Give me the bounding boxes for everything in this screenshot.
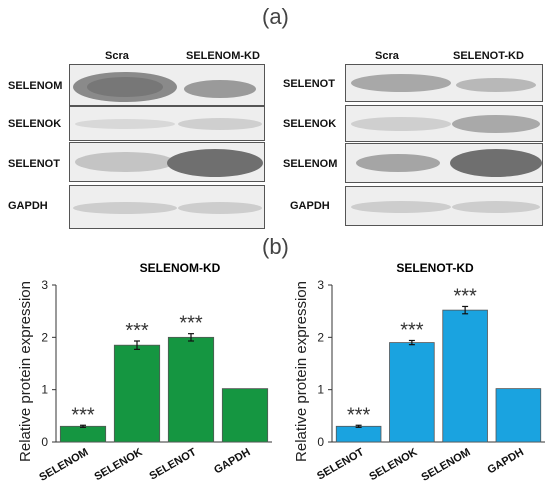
blot2-row-label-1: SELENOT [283, 78, 335, 90]
blot2-col-scra: Scra [375, 50, 399, 62]
panel-b-label: (b) [262, 234, 289, 259]
chart1-ytick-label-2: 2 [41, 330, 48, 344]
blot1-lane-row-2 [69, 106, 265, 141]
chart2-category-label-2: SELENOM [420, 446, 473, 484]
blot1-lane-row-1 [69, 64, 265, 106]
chart2-bar-selenom [442, 309, 488, 443]
chart2-significance-2: *** [453, 285, 477, 307]
chart2-ytick-label-0: 0 [317, 435, 324, 449]
chart1-title: SELENOM-KD [140, 261, 221, 275]
blot2-lane-row-4 [345, 186, 543, 226]
chart2-y-axis-label: Relative protein expression [293, 281, 310, 462]
panel-a-label: (a) [262, 4, 289, 29]
chart2-ytick-label-1: 1 [317, 383, 324, 397]
blot1-row-label-2: SELENOK [8, 118, 62, 130]
blot1-row-label-4: GAPDH [8, 200, 48, 212]
chart2-significance-0: *** [347, 404, 371, 426]
chart1-category-label-0: SELENOM [37, 446, 90, 484]
chart2-significance-1: *** [400, 319, 424, 341]
chart1-ytick-label-1: 1 [41, 383, 48, 397]
blot2-row-label-4: GAPDH [290, 200, 330, 212]
blot1-row-label-1: SELENOM [8, 80, 63, 92]
chart2-bar-selenot [335, 425, 382, 443]
blot2-lane-row-3 [345, 143, 543, 183]
chart1-ytick-label-3: 3 [41, 278, 48, 292]
chart1-significance-1: *** [125, 320, 149, 342]
chart1-y-axis-label: Relative protein expression [17, 281, 34, 462]
chart1-category-label-2: SELENOT [148, 446, 199, 483]
blot2-lane-row-2 [345, 105, 543, 142]
chart1-ytick-label-0: 0 [41, 435, 48, 449]
chart1-significance-0: *** [71, 404, 95, 426]
chart2-bar-selenok [389, 342, 435, 443]
chart2-ytick-label-2: 2 [317, 330, 324, 344]
chart1-bar-gapdh [221, 388, 269, 443]
blot1-row-label-3: SELENOT [8, 158, 60, 170]
chart1-bar-selenot [167, 336, 215, 443]
chart1-category-label-3: GAPDH [212, 446, 252, 476]
chart2-bar-gapdh [495, 388, 542, 443]
chart2-category-label-0: SELENOT [315, 446, 366, 483]
chart1-bar-selenok [113, 344, 161, 443]
chart2-category-label-3: GAPDH [485, 446, 525, 476]
chart2-ytick-label-3: 3 [317, 278, 324, 292]
blot1-lane-row-4 [69, 185, 265, 229]
chart1-category-label-1: SELENOK [92, 446, 144, 483]
blot2-lane-row-1 [345, 64, 543, 102]
chart1-significance-2: *** [179, 313, 203, 335]
blot1-col-scra: Scra [105, 50, 129, 62]
blot2-row-label-2: SELENOK [283, 118, 337, 130]
chart1-bar-selenom [59, 425, 107, 443]
blot1-lane-row-3 [69, 142, 265, 182]
chart2-title: SELENOT-KD [396, 261, 474, 275]
blot2-row-label-3: SELENOM [283, 158, 338, 170]
blot2-col-kd: SELENOT-KD [453, 50, 524, 62]
chart2-category-label-1: SELENOK [367, 446, 419, 483]
blot1-col-kd: SELENOM-KD [186, 50, 260, 62]
